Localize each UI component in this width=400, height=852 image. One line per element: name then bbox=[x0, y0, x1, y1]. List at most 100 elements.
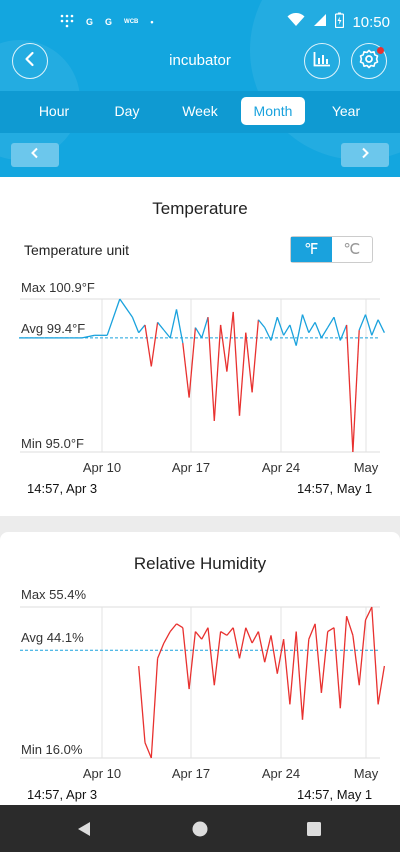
next-period-button[interactable] bbox=[341, 143, 389, 167]
humidity-series-segment bbox=[314, 623, 323, 693]
temperature-series-segment bbox=[276, 316, 285, 336]
temperature-series-segment bbox=[364, 314, 373, 336]
grid-app-icon bbox=[60, 14, 74, 30]
humidity-series-segment bbox=[333, 627, 341, 709]
temperature-avg-label: Avg 99.4°F bbox=[21, 321, 86, 336]
statistics-button[interactable] bbox=[304, 43, 340, 79]
tab-day[interactable]: Day bbox=[114, 103, 140, 119]
gear-icon bbox=[359, 49, 379, 74]
temperature-x-tick: Apr 24 bbox=[261, 460, 301, 475]
temperature-series-segment bbox=[327, 316, 335, 328]
previous-period-button[interactable] bbox=[11, 143, 59, 167]
tab-month[interactable]: Month bbox=[241, 97, 305, 125]
temperature-series-segment bbox=[175, 309, 184, 344]
tab-hour[interactable]: Hour bbox=[38, 103, 70, 119]
period-tab-bar: Hour Day Week Month Year bbox=[0, 91, 400, 133]
humidity-series-segment bbox=[220, 630, 228, 636]
temperature-series-segment bbox=[131, 316, 140, 333]
humidity-avg-label: Avg 44.1% bbox=[21, 630, 84, 645]
humidity-series-segment bbox=[169, 623, 178, 632]
humidity-series-segment bbox=[295, 631, 304, 720]
humidity-series-segment bbox=[182, 627, 190, 690]
temperature-series-segment bbox=[169, 309, 178, 339]
unit-celsius-button[interactable]: ℃ bbox=[343, 241, 361, 258]
humidity-series-segment bbox=[138, 665, 146, 743]
humidity-series-segment bbox=[176, 623, 184, 629]
temperature-series-segment bbox=[119, 298, 133, 318]
temperature-series-segment bbox=[226, 311, 234, 372]
humidity-series-segment bbox=[163, 631, 171, 644]
humidity-series-segment bbox=[251, 631, 259, 644]
temperature-series-segment bbox=[320, 327, 329, 339]
humidity-series-segment bbox=[339, 616, 348, 709]
chevron-left-icon bbox=[30, 146, 40, 164]
humidity-series-segment bbox=[371, 606, 379, 705]
temperature-series-segment bbox=[150, 322, 159, 367]
temperature-series-segment bbox=[144, 324, 152, 367]
humidity-series-segment bbox=[377, 665, 386, 705]
status-bar: G G WCB • 10:50 bbox=[0, 0, 400, 44]
recents-square-icon[interactable] bbox=[306, 821, 322, 842]
system-navigation-bar bbox=[0, 805, 400, 852]
temperature-series-segment bbox=[377, 319, 385, 333]
humidity-x-tick: May bbox=[353, 766, 379, 781]
humidity-series-segment bbox=[257, 631, 266, 663]
humidity-series-segment bbox=[345, 615, 354, 636]
humidity-min-label: Min 16.0% bbox=[21, 742, 83, 757]
humidity-chart-title: Relative Humidity bbox=[133, 554, 267, 573]
back-triangle-icon[interactable] bbox=[76, 821, 92, 842]
tab-week[interactable]: Week bbox=[182, 103, 218, 119]
humidity-max-label: Max 55.4% bbox=[21, 587, 87, 602]
humidity-series-segment bbox=[276, 639, 285, 674]
app-header: G G WCB • 10:50 incubator bbox=[0, 0, 400, 177]
settings-button[interactable] bbox=[351, 43, 387, 79]
temperature-series-segment bbox=[371, 319, 379, 336]
temperature-x-tick: Apr 17 bbox=[171, 460, 211, 475]
humidity-series-segment bbox=[352, 635, 360, 686]
back-button[interactable] bbox=[12, 43, 48, 79]
temperature-series-segment bbox=[270, 316, 278, 341]
humidity-series-segment bbox=[150, 658, 159, 759]
temperature-series-segment bbox=[345, 324, 354, 453]
humidity-series-segment bbox=[245, 627, 253, 644]
temperature-series-segment bbox=[188, 327, 197, 398]
humidity-series-segment bbox=[238, 627, 247, 659]
temperature-series-segment bbox=[201, 316, 209, 339]
wifi-icon bbox=[287, 12, 305, 31]
temperature-series-segment bbox=[81, 334, 95, 339]
humidity-series-segment bbox=[201, 627, 209, 640]
temperature-series-segment bbox=[194, 327, 203, 339]
chevron-left-icon bbox=[23, 51, 37, 72]
temperature-series-segment bbox=[207, 317, 215, 421]
temperature-x-tick: May bbox=[353, 460, 379, 475]
temperature-series-segment bbox=[264, 327, 272, 341]
status-notification-text: WCB bbox=[124, 19, 139, 25]
temperature-series-segment bbox=[295, 314, 304, 346]
unit-fahrenheit-button[interactable]: ℉ bbox=[291, 237, 332, 262]
notification-dot bbox=[377, 47, 384, 54]
humidity-series-segment bbox=[289, 631, 297, 705]
temperature-card bbox=[0, 177, 400, 516]
humidity-series-segment bbox=[156, 642, 165, 659]
temperature-series-segment bbox=[157, 321, 165, 331]
humidity-card bbox=[0, 532, 400, 805]
temperature-series-segment bbox=[358, 314, 367, 331]
humidity-start-time: 14:57, Apr 3 bbox=[27, 787, 98, 802]
temperature-min-label: Min 95.0°F bbox=[21, 436, 85, 451]
temperature-unit-label: Temperature unit bbox=[24, 242, 130, 258]
humidity-series-segment bbox=[320, 631, 329, 693]
temperature-series-segment bbox=[251, 319, 260, 393]
temperature-series-segment bbox=[213, 324, 222, 421]
status-notification-text: • bbox=[150, 17, 154, 27]
temperature-series-segment bbox=[283, 324, 291, 336]
home-circle-icon[interactable] bbox=[192, 821, 208, 842]
humidity-series-segment bbox=[327, 627, 335, 633]
humidity-series-segment bbox=[226, 627, 234, 636]
tab-year[interactable]: Year bbox=[331, 103, 361, 119]
humidity-series-segment bbox=[232, 627, 241, 659]
temperature-x-tick: Apr 10 bbox=[82, 460, 122, 475]
page-title: incubator bbox=[169, 52, 231, 69]
temperature-unit-toggle: ℉ ℃ bbox=[290, 236, 373, 263]
